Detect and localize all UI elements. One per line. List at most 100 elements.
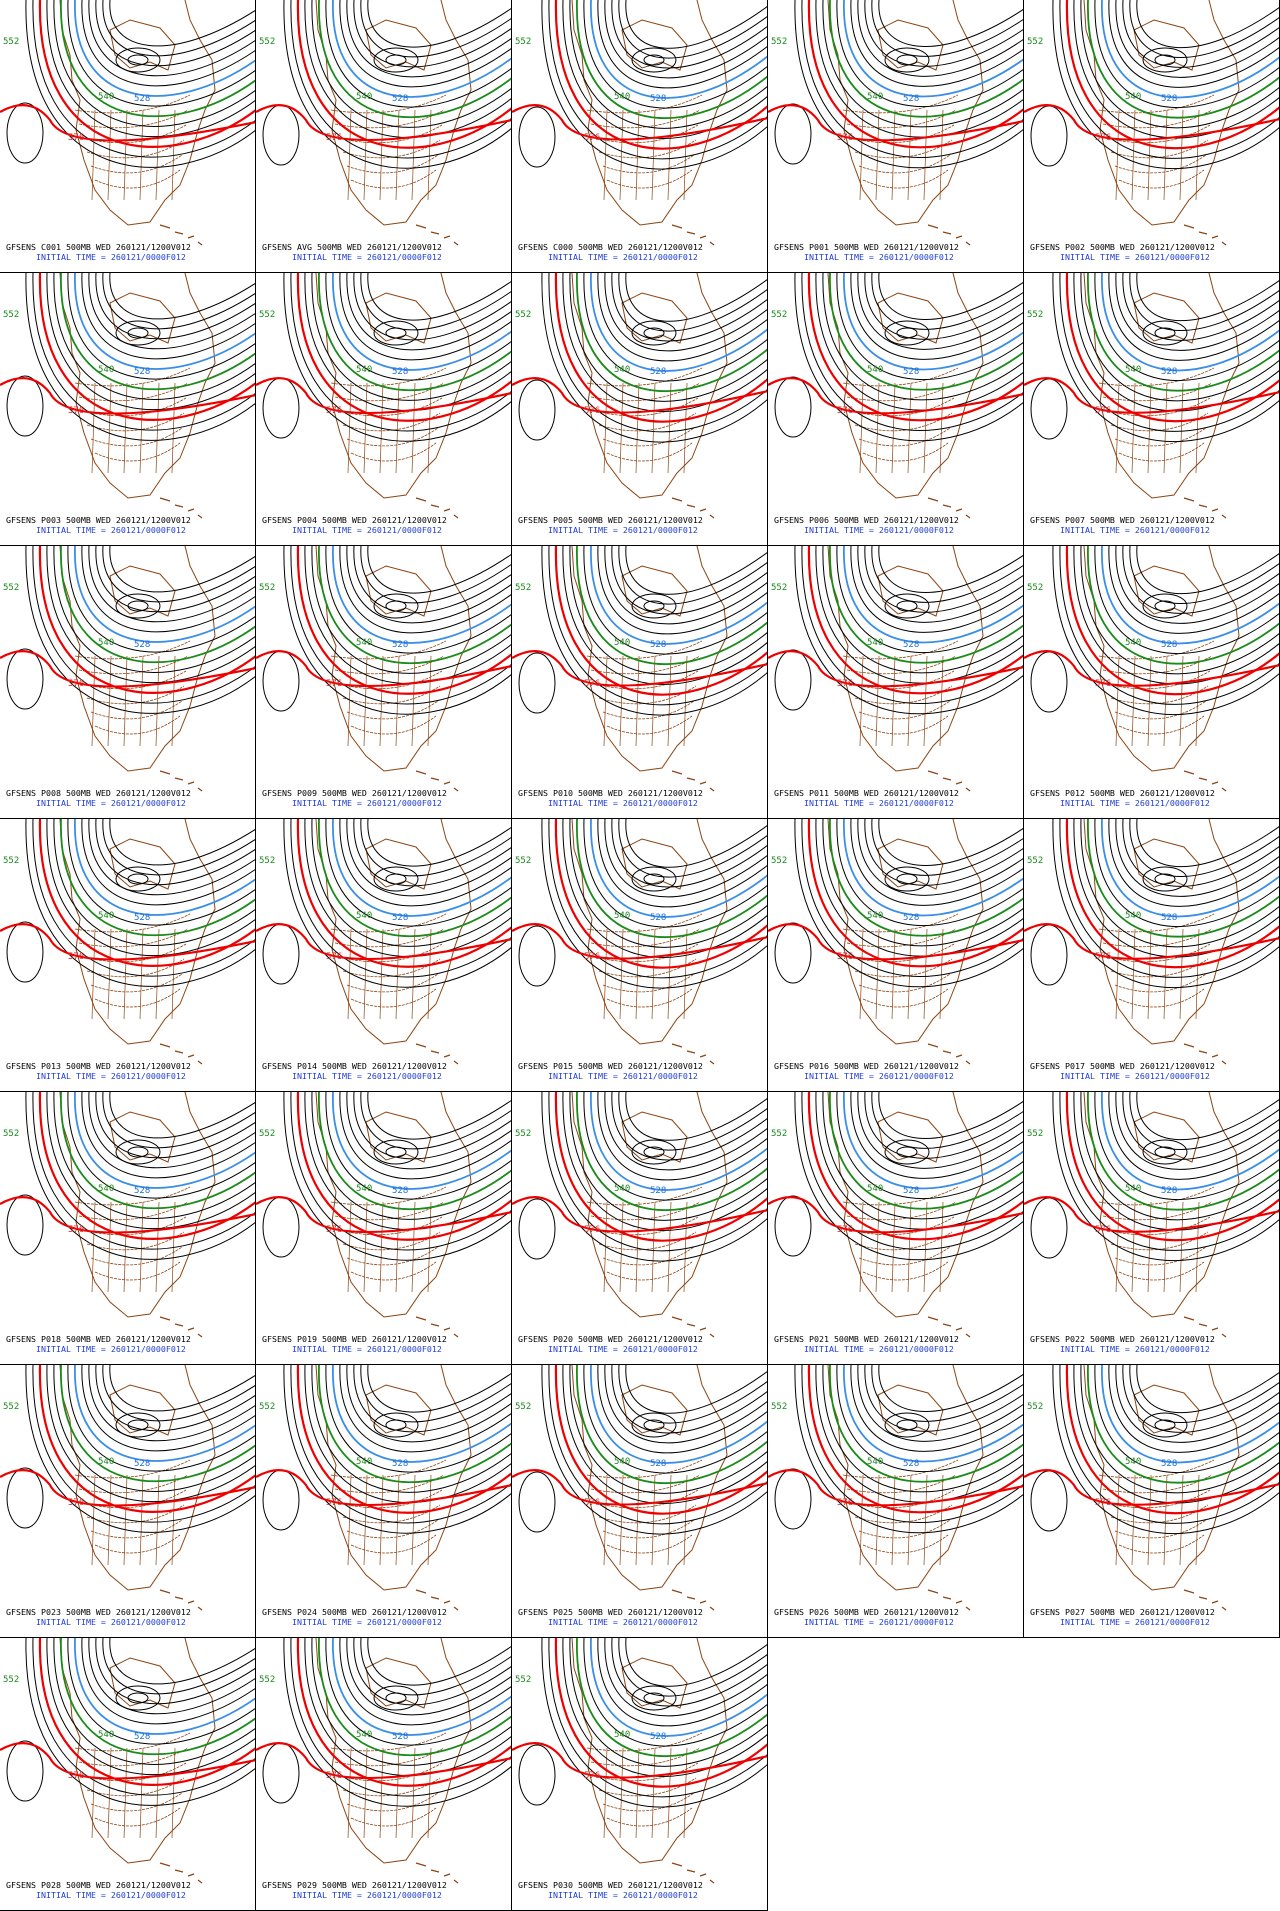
- contour: [625, 819, 767, 868]
- contour: [325, 0, 511, 108]
- islands: [415, 1862, 459, 1884]
- panel-init-time: INITIAL TIME = 260121/0000F012: [548, 252, 698, 262]
- contour-label: 552: [515, 310, 531, 320]
- coastline: [59, 0, 216, 226]
- border: [862, 1534, 949, 1554]
- contour: [1108, 1092, 1279, 1180]
- border: [842, 1459, 959, 1479]
- coastline: [827, 273, 984, 499]
- border: [907, 928, 912, 1020]
- border: [427, 382, 432, 474]
- contour: [283, 1638, 511, 1807]
- contour-low: [127, 1419, 149, 1431]
- contour: [346, 0, 511, 78]
- contour: [1073, 273, 1279, 412]
- border: [395, 109, 400, 201]
- contour-low: [884, 1412, 930, 1438]
- contour-label: 576: [837, 1498, 853, 1508]
- border: [875, 109, 880, 201]
- map: 552 528 540 576 GFSENS P001 500MB WED 260121…: [768, 0, 1023, 262]
- map: 552 528 540 576 GFSENS P019 500MB WED 260121…: [256, 1092, 511, 1354]
- islands: [415, 224, 459, 246]
- border: [350, 1534, 437, 1554]
- panel-init-time: INITIAL TIME = 260121/0000F012: [292, 252, 442, 262]
- contour: [1122, 0, 1279, 68]
- border: [74, 640, 191, 660]
- contour: [353, 546, 511, 614]
- contour: [857, 0, 1023, 77]
- contour: [1024, 104, 1279, 141]
- coastline: [1083, 1092, 1240, 1318]
- contour: [283, 1365, 511, 1534]
- border: [1195, 1474, 1200, 1566]
- map-panel: 552 528 540 576 GFSENS P018 500MB WED 260121…: [0, 1092, 256, 1365]
- contour: [768, 377, 1023, 415]
- contour-label: 576: [584, 1225, 600, 1235]
- border: [363, 655, 368, 747]
- coastline: [315, 1638, 472, 1864]
- border: [875, 1474, 880, 1566]
- contour-label: 528: [392, 367, 408, 377]
- border: [338, 397, 443, 417]
- border: [139, 1747, 144, 1839]
- contour-high: [774, 922, 812, 984]
- border: [139, 928, 144, 1020]
- contour-label: 528: [903, 1459, 919, 1469]
- contour: [256, 1196, 511, 1234]
- panel-init-time: INITIAL TIME = 260121/0000F012: [1060, 1344, 1210, 1354]
- border: [94, 1807, 181, 1827]
- border: [1195, 109, 1200, 201]
- panel-title: GFSENS P019 500MB WED 260121/1200V012: [262, 1334, 447, 1344]
- contour: [318, 273, 511, 391]
- coastline: [1133, 1384, 1200, 1436]
- contour: [32, 1092, 255, 1250]
- contour: [53, 1638, 255, 1765]
- border: [862, 169, 949, 189]
- border: [1131, 1201, 1136, 1293]
- contour-low: [385, 54, 407, 66]
- contour-high: [6, 375, 44, 437]
- panel-init-time: INITIAL TIME = 260121/0000F012: [804, 1617, 954, 1627]
- contour-high: [518, 1744, 556, 1806]
- contour: [1087, 1365, 1279, 1484]
- coastline: [877, 565, 944, 617]
- islands: [159, 770, 203, 792]
- border: [346, 1246, 439, 1266]
- border: [363, 1747, 368, 1839]
- contour: [836, 1365, 1023, 1472]
- contour: [801, 1092, 1023, 1250]
- border: [606, 1261, 693, 1281]
- panel-init-time: INITIAL TIME = 260121/0000F012: [804, 1071, 954, 1081]
- islands: [415, 1316, 459, 1338]
- contour: [1129, 1092, 1279, 1150]
- contour: [548, 1638, 767, 1798]
- contour-high: [1030, 651, 1068, 713]
- contour-label: 528: [903, 367, 919, 377]
- contour: [836, 1092, 1023, 1199]
- border: [411, 1747, 416, 1839]
- border: [939, 109, 944, 201]
- contour-label: 576: [68, 1225, 84, 1235]
- contour: [346, 546, 511, 624]
- contour: [283, 0, 511, 169]
- border: [91, 382, 96, 474]
- contour-label: 540: [356, 92, 372, 102]
- contour-label: 576: [1095, 406, 1111, 416]
- border: [91, 1747, 96, 1839]
- panel-init-time: INITIAL TIME = 260121/0000F012: [548, 1071, 698, 1081]
- contour: [583, 1365, 767, 1474]
- border: [395, 655, 400, 747]
- contour: [67, 819, 255, 926]
- contour-high: [262, 923, 300, 985]
- border: [1118, 988, 1205, 1008]
- border: [395, 1474, 400, 1566]
- border: [346, 1519, 439, 1539]
- coastline: [1133, 838, 1200, 890]
- contour: [102, 1638, 255, 1695]
- map-panel: 552 528 540 576 GFSENS P012 500MB WED 260121…: [1024, 546, 1280, 819]
- contour-label: 552: [3, 310, 19, 320]
- contour: [32, 819, 255, 977]
- border: [683, 655, 688, 747]
- border: [594, 124, 699, 144]
- contour: [611, 1092, 767, 1161]
